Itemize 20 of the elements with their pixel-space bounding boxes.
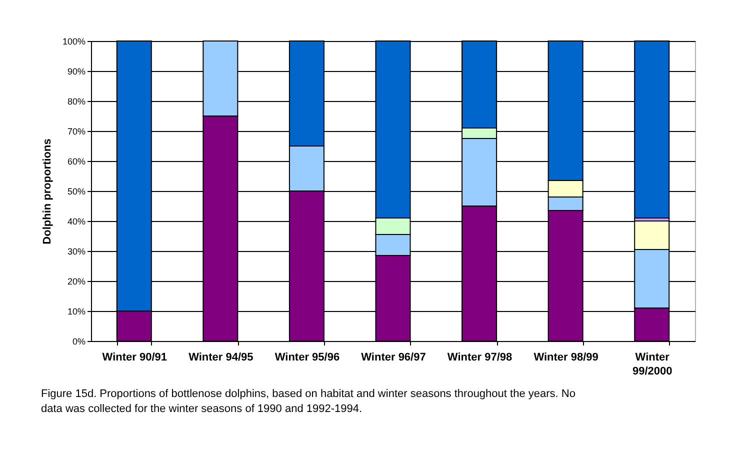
x-tick-label: Winter 94/95 xyxy=(188,352,254,364)
x-tick-label: Winter 96/97 xyxy=(361,352,426,364)
y-axis-title: Dolphin proportions xyxy=(41,138,54,244)
x-tick-label: Winter 99/2000 xyxy=(632,352,672,378)
x-tick-label: Winter 90/91 xyxy=(102,352,167,364)
x-tick-label: Winter 97/98 xyxy=(447,352,512,364)
x-tick-label: Winter 98/99 xyxy=(534,352,598,364)
y-tick-label: 70% xyxy=(67,126,86,136)
x-tick-label: Winter 95/96 xyxy=(274,352,340,364)
y-tick-label: 30% xyxy=(67,246,86,256)
y-tick-label: 60% xyxy=(67,156,86,166)
y-tick-label: 20% xyxy=(67,276,86,286)
y-tick-label: 80% xyxy=(67,96,86,106)
y-tick-label: 100% xyxy=(62,36,86,46)
y-tick-label: 90% xyxy=(67,66,86,76)
y-tick-label: 10% xyxy=(67,306,86,316)
caption: Figure 15d. Proportions of bottlenose dolphins, based on habitat and winter seasons throughout the years. No data was collected for the winter seasons of 1990 and 1992-1994. xyxy=(40,388,576,415)
y-tick-label: 40% xyxy=(67,216,86,226)
y-tick-label: 0% xyxy=(72,336,86,346)
y-tick-label: 50% xyxy=(67,186,86,196)
